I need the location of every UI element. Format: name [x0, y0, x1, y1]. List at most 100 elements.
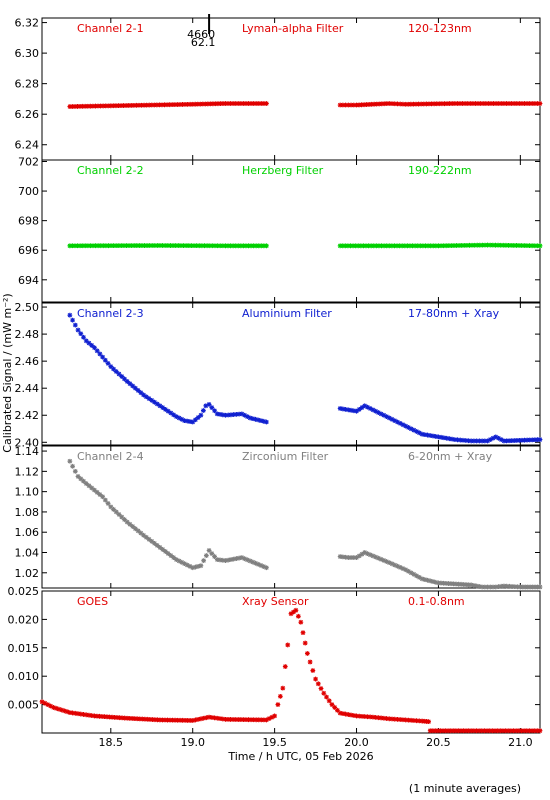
data-point: [370, 407, 376, 413]
data-point: [423, 243, 428, 249]
data-point: [175, 243, 181, 248]
data-point: [139, 243, 145, 248]
data-point: [493, 434, 499, 440]
data-point: [501, 583, 507, 589]
data-point: [376, 101, 382, 107]
data-point: [225, 101, 231, 106]
data-point: [394, 243, 400, 249]
data-point: [152, 243, 158, 248]
data-point: [419, 576, 425, 582]
data-point: [417, 243, 423, 249]
data-point: [373, 714, 379, 720]
data-point: [468, 438, 474, 444]
data-point: [198, 412, 204, 418]
data-point: [395, 716, 400, 722]
data-point: [70, 104, 75, 109]
data-point: [233, 243, 239, 249]
data-point: [235, 717, 241, 722]
data-point: [83, 712, 89, 718]
data-point: [209, 715, 215, 720]
data-point: [122, 715, 128, 721]
data-point: [264, 101, 269, 106]
data-point: [56, 706, 62, 712]
data-point: [126, 243, 132, 248]
data-point: [395, 563, 400, 569]
data-point: [455, 728, 461, 734]
data-point: [146, 102, 152, 108]
data-point: [438, 728, 443, 734]
data-point: [203, 715, 209, 721]
data-point: [386, 101, 392, 106]
data-point: [212, 408, 217, 414]
data-point: [416, 430, 422, 436]
data-point: [524, 243, 530, 249]
data-point: [187, 419, 193, 424]
data-point: [149, 717, 155, 722]
data-point: [137, 716, 143, 722]
data-point: [340, 406, 346, 412]
data-point: [100, 103, 106, 109]
data-point: [127, 521, 133, 527]
data-point: [102, 357, 108, 363]
data-point: [516, 728, 522, 734]
data-point: [354, 555, 359, 560]
data-point: [397, 717, 403, 722]
data-point: [100, 354, 106, 360]
data-point: [78, 331, 84, 337]
data-point: [236, 411, 242, 417]
data-point: [75, 327, 81, 333]
data-point: [384, 101, 390, 107]
data-point: [182, 102, 188, 107]
series-segment: [67, 312, 269, 425]
data-point: [190, 419, 196, 425]
data-point: [527, 437, 533, 443]
data-point: [201, 558, 207, 564]
data-point: [231, 412, 237, 417]
data-point: [72, 104, 78, 109]
data-point: [186, 243, 192, 249]
data-point: [75, 474, 81, 479]
data-point: [80, 103, 86, 109]
y-tick-label: 1.02: [15, 567, 40, 580]
data-point: [104, 714, 110, 720]
data-point: [149, 397, 155, 403]
data-point: [476, 584, 482, 589]
data-point: [389, 561, 395, 567]
data-point: [202, 243, 207, 249]
data-point: [168, 553, 174, 558]
y-tick-label: 2.48: [15, 328, 40, 341]
data-point: [448, 243, 454, 248]
data-point: [75, 243, 80, 249]
data-point: [190, 718, 196, 723]
data-point: [441, 435, 447, 441]
data-point: [298, 619, 304, 625]
data-point: [487, 437, 493, 442]
data-point: [248, 717, 254, 723]
data-point: [370, 553, 376, 559]
data-point: [406, 568, 411, 574]
data-point: [384, 414, 389, 419]
data-point: [537, 243, 543, 249]
data-point: [144, 243, 150, 248]
data-point: [464, 242, 470, 248]
data-point: [223, 412, 228, 418]
data-point: [103, 103, 109, 109]
data-point: [256, 717, 262, 723]
data-point: [240, 243, 246, 249]
data-point: [194, 243, 200, 249]
data-point: [335, 707, 340, 713]
data-point: [392, 243, 397, 249]
data-point: [160, 717, 165, 723]
data-point: [264, 565, 269, 571]
data-point: [516, 101, 522, 106]
data-point: [143, 534, 149, 540]
data-point: [463, 728, 469, 734]
data-point: [369, 101, 375, 107]
data-point: [345, 555, 351, 560]
data-point: [184, 418, 190, 424]
data-point: [529, 101, 535, 106]
data-point: [479, 584, 485, 590]
data-point: [282, 664, 288, 669]
data-point: [490, 584, 496, 590]
data-point: [453, 581, 459, 587]
